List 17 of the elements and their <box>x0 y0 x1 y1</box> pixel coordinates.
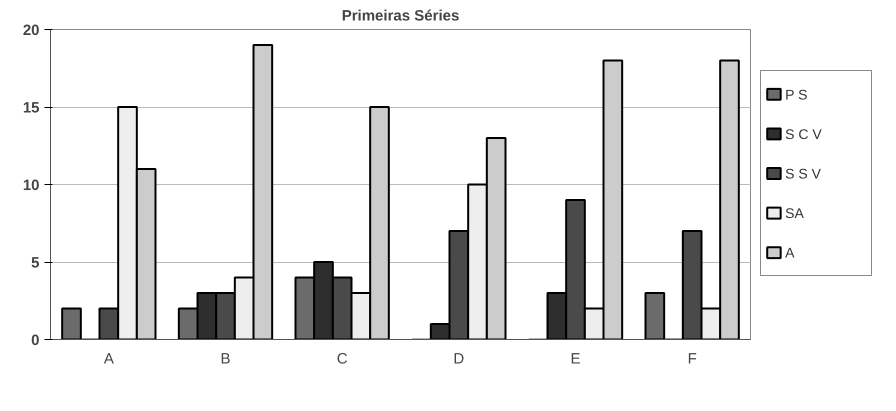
y-tick-label: 15 <box>22 100 40 116</box>
x-tick-label: B <box>220 350 231 368</box>
x-tick-label: E <box>570 350 581 368</box>
x-tick-label: A <box>104 350 114 368</box>
y-tick-label: 20 <box>22 22 40 39</box>
y-tick-label: 0 <box>31 332 40 349</box>
legend-label: S C V <box>785 126 822 142</box>
legend-label: SA <box>785 205 804 222</box>
legend-label: A <box>785 244 796 261</box>
legend-label: S S V <box>785 166 822 182</box>
x-tick-label: D <box>453 350 464 368</box>
y-tick-label: 5 <box>31 254 40 272</box>
legend-label: P S <box>785 86 808 102</box>
y-tick-label: 10 <box>22 177 40 194</box>
x-tick-label: F <box>688 350 697 368</box>
x-tick-label: C <box>336 350 348 368</box>
chart-title: Primeiras Séries <box>342 8 460 24</box>
